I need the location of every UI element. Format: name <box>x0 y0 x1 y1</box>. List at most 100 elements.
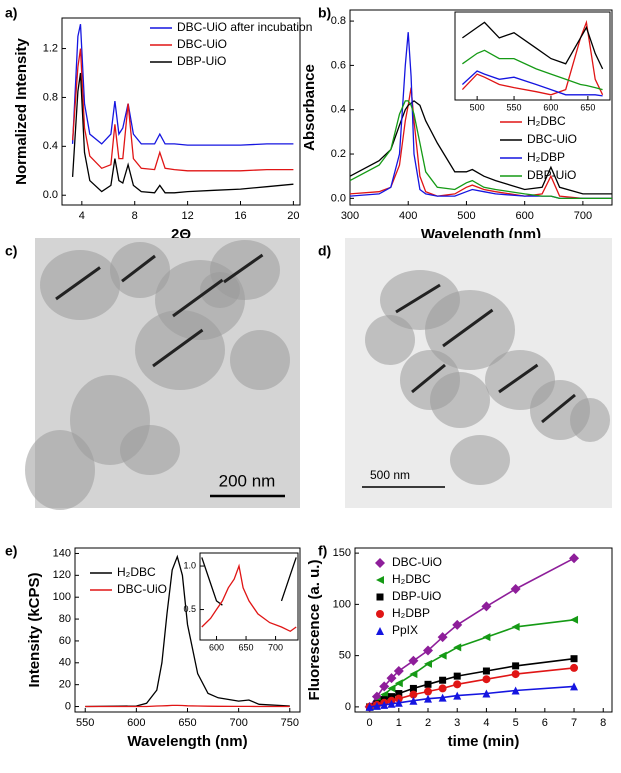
series-line <box>71 23 294 146</box>
marker <box>380 700 389 709</box>
marker <box>393 666 404 676</box>
series-line <box>71 72 294 194</box>
marker <box>424 687 433 696</box>
y-tick-label: 0.5 <box>183 604 196 614</box>
marker <box>482 633 491 642</box>
marker <box>424 680 432 688</box>
marker <box>511 686 520 695</box>
marker <box>453 643 462 652</box>
x-tick-label: 600 <box>127 717 145 729</box>
series-line <box>349 87 612 200</box>
particle-edge <box>541 393 576 424</box>
particle-edge <box>223 253 264 284</box>
x-tick-label: 700 <box>574 210 592 222</box>
marker <box>570 663 579 672</box>
y-tick-label: 0.6 <box>331 59 346 71</box>
legend-label: DBC-UiO <box>527 132 577 146</box>
x-axis-label: Wavelength (nm) <box>127 733 247 750</box>
particle <box>430 372 490 428</box>
x-tick-label: 8 <box>132 210 138 222</box>
y-axis-label: Intensity (kCPS) <box>26 572 43 687</box>
marker <box>372 701 381 710</box>
y-tick-label: 80 <box>59 613 71 625</box>
panel-label: e) <box>5 543 17 559</box>
marker <box>365 702 374 711</box>
x-tick-label: 1 <box>396 717 402 729</box>
legend-label: DBC-UiO after incubation <box>177 20 312 34</box>
marker <box>409 684 417 692</box>
marker <box>510 584 521 594</box>
marker <box>570 615 579 624</box>
particle <box>365 315 415 365</box>
marker <box>570 682 579 691</box>
series-line <box>462 49 603 91</box>
marker <box>424 694 433 703</box>
x-tick-label: 750 <box>281 717 299 729</box>
legend-label: H₂DBC <box>117 565 156 579</box>
marker <box>453 672 461 680</box>
y-tick-label: 0 <box>65 700 71 712</box>
legend-label: H₂DBP <box>392 606 430 620</box>
marker <box>423 645 434 656</box>
marker <box>452 619 463 630</box>
particle <box>40 250 120 320</box>
particle <box>200 272 240 308</box>
marker <box>395 690 403 698</box>
legend-label: DBC-UiO <box>177 37 227 51</box>
legend-label: H₂DBC <box>392 572 431 586</box>
marker <box>482 675 491 684</box>
y-tick-label: 0.8 <box>331 15 346 27</box>
marker <box>570 655 578 663</box>
panel-label: a) <box>5 5 17 21</box>
particle-edge <box>442 308 494 348</box>
marker <box>438 684 447 693</box>
x-tick-label: 20 <box>287 210 299 222</box>
x-tick-label: 700 <box>229 717 247 729</box>
x-tick-label: 500 <box>470 102 485 112</box>
legend-label: H₂DBC <box>527 114 566 128</box>
marker <box>387 699 396 708</box>
y-tick-label: 0.4 <box>43 140 58 152</box>
marker <box>386 673 397 684</box>
particle <box>450 435 510 485</box>
marker <box>511 670 520 679</box>
marker <box>375 558 385 568</box>
marker <box>512 662 520 670</box>
marker <box>379 681 390 692</box>
y-axis-label: Normalized Intensity <box>13 37 30 184</box>
particle-edge <box>411 363 446 394</box>
y-tick-label: 0.0 <box>43 189 58 201</box>
marker <box>394 698 403 707</box>
y-tick-label: 0 <box>345 701 351 713</box>
y-tick-label: 50 <box>339 650 351 662</box>
series-line <box>85 704 290 708</box>
x-tick-label: 650 <box>239 642 254 652</box>
marker <box>453 680 462 689</box>
marker <box>376 627 384 635</box>
series-line <box>349 100 612 200</box>
y-axis-label: Absorbance <box>301 64 318 151</box>
particle <box>25 430 95 510</box>
series-line <box>201 563 297 633</box>
marker <box>482 667 490 675</box>
legend-label: PpIX <box>392 623 418 637</box>
marker <box>453 691 462 700</box>
y-tick-label: 150 <box>333 547 351 559</box>
marker <box>438 693 447 702</box>
x-tick-label: 3 <box>454 717 460 729</box>
x-tick-label: 300 <box>341 210 359 222</box>
legend-label: DBP-UiO <box>177 54 226 68</box>
x-tick-label: 8 <box>600 717 606 729</box>
legend-label: DBC-UiO <box>117 582 167 596</box>
scale-bar-label: 500 nm <box>370 468 410 482</box>
series-line <box>201 557 297 606</box>
marker <box>482 689 491 698</box>
particle <box>120 425 180 475</box>
marker <box>437 632 448 643</box>
particle-edge <box>121 254 156 283</box>
panel-label: b) <box>318 5 331 21</box>
marker <box>409 670 418 679</box>
series-line <box>85 554 290 708</box>
y-tick-label: 100 <box>333 598 351 610</box>
